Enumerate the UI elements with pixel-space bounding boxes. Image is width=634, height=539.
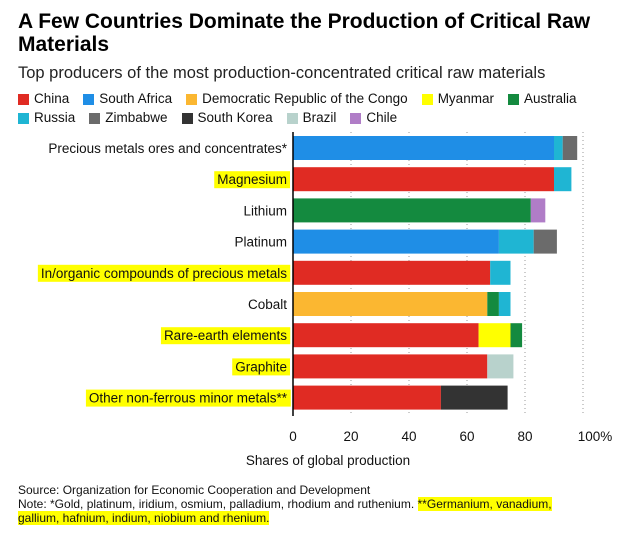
legend-label: Russia: [34, 110, 76, 125]
legend: China South Africa Democratic Republic of …: [18, 90, 628, 128]
label-highlight: [160, 327, 291, 345]
x-tick-label: 20: [343, 429, 358, 444]
legend-swatch: [286, 112, 298, 124]
x-tick-label: 80: [517, 429, 532, 444]
legend-item-chile: Chile: [350, 109, 397, 127]
legend-label: Zimbabwe: [105, 110, 168, 125]
bar-segment-south-korea: [440, 385, 508, 410]
bar-segment-russia: [554, 167, 572, 192]
legend-label: Chile: [366, 110, 398, 125]
footnote-highlight: **Germanium, vanadium,: [417, 497, 552, 511]
category-label: Other non-ferrous minor metals**: [89, 391, 288, 406]
category-label: Precious metals ores and concentrates*: [48, 141, 287, 156]
legend-item-zimbabwe: Zimbabwe: [89, 109, 168, 127]
legend-swatch: [186, 93, 198, 105]
legend-swatch: [507, 93, 519, 105]
label-highlight: [85, 389, 291, 407]
bar-segment-australia: [487, 292, 499, 316]
legend-item-myanmar: Myanmar: [421, 90, 494, 108]
bar-segment-china: [293, 260, 491, 285]
x-axis-label: Shares of global production: [246, 453, 410, 468]
legend-item-russia: Russia: [18, 109, 75, 127]
legend-label: Brazil: [302, 110, 337, 125]
legend-item-democratic-republic-of-the-congo: Democratic Republic of the Congo: [186, 90, 408, 108]
legend-swatch: [421, 93, 433, 105]
footnote-text: Note: *Gold, platinum, iridium, osmium, …: [18, 497, 418, 511]
bar-segment-zimbabwe: [562, 136, 578, 160]
category-label: Lithium: [243, 203, 287, 218]
stacked-bar-chart: Precious metals ores and concentrates* Ma…: [37, 132, 613, 468]
bar-segment-south-africa: [293, 229, 499, 254]
bar-segment-china: [293, 385, 441, 410]
label-highlight: [232, 358, 290, 376]
chart-title: A Few Countries Dominate the Production …: [18, 10, 591, 56]
legend-swatch: [181, 112, 193, 124]
label-highlight: [214, 171, 290, 189]
category-label: Rare-earth elements: [164, 328, 287, 343]
legend-item-south-korea: South Korea: [181, 109, 273, 127]
legend-swatch: [18, 112, 29, 124]
category-label: In/organic compounds of precious metals: [41, 266, 287, 281]
legend-label: South Africa: [99, 91, 173, 106]
bar-segment-russia: [498, 292, 511, 316]
x-tick-label: 40: [401, 429, 416, 444]
legend-item-brazil: Brazil: [286, 109, 337, 127]
legend-label: China: [34, 91, 70, 106]
bar-segment-chile: [530, 198, 546, 223]
bar-segment-zimbabwe: [533, 229, 557, 254]
footnote-continued: gallium, hafnium, indium, niobium and rh…: [18, 511, 618, 525]
bar-segment-democratic-republic-of-the-congo: [293, 292, 488, 316]
legend-label: Myanmar: [437, 91, 494, 106]
category-label: Graphite: [235, 359, 287, 374]
source-note: Source: Organization for Economic Cooper…: [18, 483, 371, 497]
legend-item-australia: Australia: [507, 90, 577, 108]
bar-segment-australia: [510, 323, 523, 348]
x-tick-label: 0: [289, 429, 297, 444]
legend-swatch: [350, 112, 362, 124]
legend-row: China South Africa Democratic Republic of …: [18, 90, 628, 108]
bar-segment-south-africa: [293, 136, 554, 160]
legend-swatch: [18, 93, 29, 105]
bar-segment-china: [293, 354, 488, 379]
chart-subtitle: Top producers of the most production-con…: [18, 64, 546, 82]
bar-segment-china: [293, 167, 554, 192]
x-tick-label: 60: [459, 429, 474, 444]
category-label: Cobalt: [248, 297, 287, 312]
label-highlight: [37, 264, 291, 282]
legend-label: Democratic Republic of the Congo: [202, 91, 408, 106]
bar-segment-russia: [498, 229, 534, 254]
bar-segment-myanmar: [478, 323, 511, 348]
bar-segment-russia: [554, 136, 563, 160]
legend-item-south-africa: South Africa: [83, 90, 172, 108]
legend-row: Russia Zimbabwe South Korea Brazil Chile: [18, 109, 628, 127]
category-label: Magnesium: [217, 172, 287, 187]
bar-segment-australia: [293, 198, 531, 223]
footnote: Note: *Gold, platinum, iridium, osmium, …: [18, 497, 618, 511]
category-label: Platinum: [234, 235, 287, 250]
legend-item-china: China: [18, 90, 69, 108]
bar-segment-russia: [490, 260, 511, 285]
footer: Source: Organization for Economic Cooper…: [18, 483, 618, 525]
legend-label: Australia: [523, 91, 577, 106]
legend-label: South Korea: [197, 110, 273, 125]
footnote-highlight: gallium, hafnium, indium, niobium and rh…: [18, 511, 270, 525]
bar-segment-china: [293, 323, 479, 348]
legend-swatch: [89, 112, 101, 124]
bar-segment-brazil: [487, 354, 514, 379]
x-tick-label: 100%: [578, 429, 613, 444]
legend-swatch: [83, 93, 95, 105]
